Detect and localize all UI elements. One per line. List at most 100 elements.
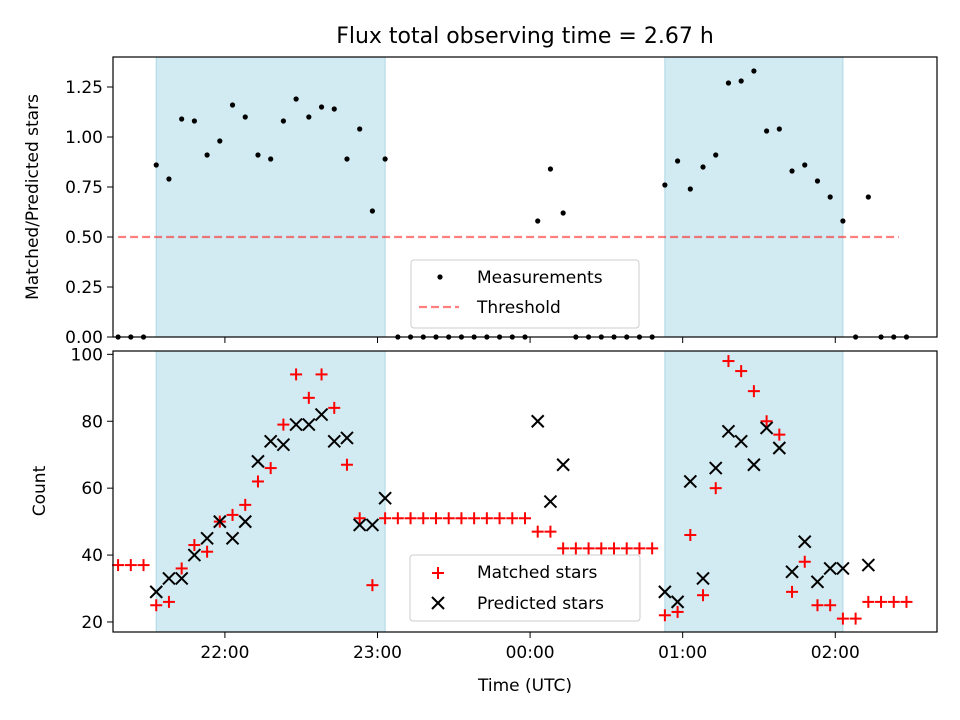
bottom-y-tick-label: 100 <box>71 345 103 365</box>
matched-star-point <box>697 589 710 602</box>
matched-star-point <box>175 562 188 575</box>
matched-star-point <box>328 401 341 414</box>
matched-star-point <box>277 418 290 431</box>
measurement-point <box>153 162 159 168</box>
top-axes-frame <box>112 56 938 338</box>
top-y-axis-label: Matched/Predicted stars <box>23 94 43 300</box>
measurement-point <box>827 194 833 200</box>
matched-star-point <box>315 368 328 381</box>
measurement-point <box>662 182 668 188</box>
measurement-point <box>280 118 286 124</box>
matched-star-point <box>658 609 671 622</box>
bottom-y-axis-label: Count <box>30 465 50 516</box>
bottom-legend: Matched stars Predicted stars <box>409 554 641 622</box>
predicted-star-stroke <box>543 494 558 509</box>
matched-star-point <box>188 539 201 552</box>
predicted-star-point <box>263 434 278 449</box>
predicted-star-point <box>798 534 812 549</box>
measurement-point <box>687 186 693 192</box>
predicted-legend-label: Predicted stars <box>477 594 604 614</box>
predicted-star-stroke <box>251 454 265 469</box>
measurement-point <box>802 162 808 168</box>
matched-star-point <box>747 385 760 398</box>
top-y-ticks: 0.00 0.25 0.50 0.75 1.00 1.25 <box>65 78 113 348</box>
predicted-star-point <box>836 561 850 576</box>
matched-star-point <box>684 528 697 541</box>
measurement-point <box>217 138 223 144</box>
matched-star-point <box>735 365 748 378</box>
top-y-tick-label: 0.75 <box>65 178 103 198</box>
bottom-axes-frame <box>112 350 938 633</box>
predicted-star-point <box>149 585 163 599</box>
predicted-star-stroke <box>238 514 252 529</box>
matched-star-point <box>862 595 875 608</box>
measurement-point <box>179 116 185 122</box>
measurement-point <box>713 152 719 158</box>
predicted-star-point <box>785 565 799 579</box>
predicted-star-stroke <box>225 531 240 546</box>
top-legend-box <box>410 259 640 329</box>
matched-star-point <box>836 612 849 625</box>
matched-star-point <box>519 512 531 525</box>
matched-star-point <box>786 585 799 598</box>
measurement-point <box>191 118 197 124</box>
matched-star-point <box>849 612 862 625</box>
bottom-x-tick-label: 01:00 <box>658 643 707 663</box>
x-axis-label: Time (UTC) <box>477 676 572 696</box>
chart-title: Flux total observing time = 2.67 h <box>336 24 714 49</box>
predicted-star-stroke <box>187 548 202 562</box>
measurement-point <box>255 152 261 158</box>
measurement-point <box>865 194 871 200</box>
matched-star-point <box>112 559 125 572</box>
predicted-star-point <box>861 558 876 572</box>
bottom-y-tick-label: 80 <box>81 412 103 432</box>
matched-star-point <box>391 512 404 525</box>
predicted-star-stroke <box>772 441 787 455</box>
top-y-tick-label: 0.25 <box>65 278 103 298</box>
predicted-star-point <box>340 431 354 445</box>
top-y-tick-label: 0.00 <box>65 328 103 348</box>
predicted-star-stroke <box>314 407 329 422</box>
measurement-point <box>674 158 681 164</box>
bottom-x-tick-label: 02:00 <box>811 643 860 663</box>
predicted-star-point <box>251 454 265 469</box>
predicted-star-stroke <box>365 518 380 532</box>
matched-star-point <box>150 599 163 612</box>
predicted-star-point <box>556 458 570 472</box>
predicted-star-point <box>187 548 202 562</box>
predicted-star-point <box>276 437 291 452</box>
predicted-star-stroke <box>810 575 825 589</box>
matched-star-point <box>379 512 392 525</box>
matched-star-point <box>875 595 888 608</box>
measurement-point <box>776 126 782 132</box>
matched-star-point <box>608 542 621 555</box>
predicted-star-stroke <box>327 434 341 449</box>
predicted-star-point <box>734 434 748 449</box>
predicted-star-point <box>709 461 723 475</box>
matched-star-point <box>251 475 264 488</box>
matched-star-point <box>798 555 811 568</box>
top-observing-band-1 <box>664 56 844 338</box>
matched-star-point <box>671 605 684 618</box>
predicted-star-point <box>772 441 787 455</box>
measurement-point <box>306 114 312 120</box>
matched-star-point <box>824 599 837 612</box>
matched-star-point <box>353 512 366 525</box>
measurement-point <box>344 156 350 162</box>
matched-star-point <box>569 542 582 555</box>
predicted-star-stroke <box>785 565 799 579</box>
bottom-observing-band-0 <box>155 350 386 633</box>
predicted-star-stroke <box>747 458 761 472</box>
matched-star-point <box>620 542 633 555</box>
measurement-point <box>318 104 325 110</box>
top-y-tick-label: 0.50 <box>65 228 103 248</box>
matched-star-point <box>290 368 303 381</box>
predicted-star-stroke <box>861 558 876 572</box>
predicted-star-point <box>174 571 189 586</box>
matched-star-point <box>582 542 595 555</box>
bottom-y-tick-label: 60 <box>81 479 103 499</box>
top-x-ticks <box>224 337 836 343</box>
predicted-legend-marker <box>431 596 445 610</box>
matched-star-point <box>506 512 519 525</box>
